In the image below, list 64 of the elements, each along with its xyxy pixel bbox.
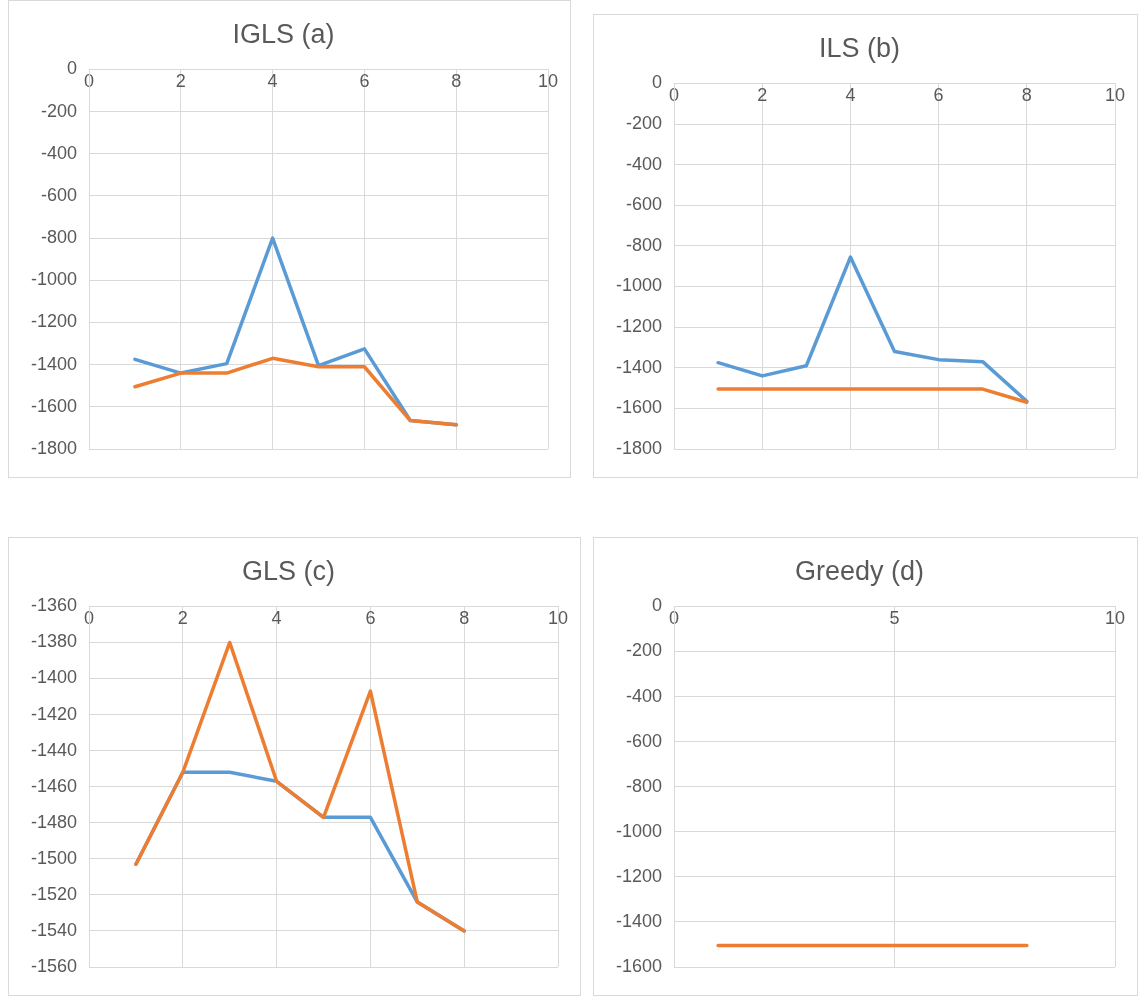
y-tick-label: -1400 [30, 667, 78, 688]
y-tick-label: -1420 [30, 703, 78, 724]
y-tick-label: -200 [41, 100, 78, 121]
x-tick-label: 2 [177, 608, 188, 629]
y-tick-label: -1520 [30, 883, 78, 904]
x-tick-label: 10 [547, 608, 569, 629]
y-tick-label: -1000 [615, 275, 663, 296]
x-tick-label: 0 [84, 608, 95, 629]
chart-title: IGLS (a) [232, 18, 335, 49]
x-tick-label: 4 [271, 608, 282, 629]
x-tick-label: 8 [451, 71, 462, 92]
y-tick-label: -1600 [30, 395, 78, 416]
y-tick-label: -1200 [30, 311, 78, 332]
y-tick-label: -1360 [30, 595, 78, 616]
y-tick-label: -1000 [30, 269, 78, 290]
y-tick-label: 0 [652, 595, 663, 616]
x-tick-label: 0 [84, 71, 95, 92]
x-tick-label: 10 [1104, 608, 1126, 629]
y-tick-label: -1540 [30, 919, 78, 940]
x-tick-label: 6 [365, 608, 376, 629]
y-tick-label: -1200 [615, 865, 663, 886]
y-tick-label: 0 [67, 58, 78, 79]
y-tick-label: -1440 [30, 739, 78, 760]
x-tick-label: 2 [175, 71, 186, 92]
y-tick-label: -1380 [30, 631, 78, 652]
y-tick-label: -1800 [30, 437, 78, 458]
chart-title: GLS (c) [241, 555, 336, 586]
x-tick-label: 10 [1104, 85, 1126, 106]
y-tick-label: -600 [626, 194, 663, 215]
y-tick-label: -800 [41, 227, 78, 248]
x-tick-label: 8 [459, 608, 470, 629]
chart-title: ILS (b) [818, 32, 901, 63]
x-tick-label: 6 [933, 85, 944, 106]
y-tick-label: -400 [626, 153, 663, 174]
y-tick-label: -800 [626, 234, 663, 255]
x-tick-label: 5 [889, 608, 900, 629]
x-tick-label: 8 [1021, 85, 1032, 106]
y-tick-label: -400 [626, 685, 663, 706]
y-tick-label: -1400 [615, 356, 663, 377]
y-tick-label: -1560 [30, 955, 78, 976]
x-tick-label: 0 [669, 608, 680, 629]
y-tick-label: -800 [626, 775, 663, 796]
y-tick-label: -600 [41, 184, 78, 205]
x-tick-label: 4 [845, 85, 856, 106]
x-tick-label: 2 [757, 85, 768, 106]
y-tick-label: -1460 [30, 775, 78, 796]
y-tick-label: -200 [626, 112, 663, 133]
y-tick-label: -1000 [615, 820, 663, 841]
y-tick-label: -600 [626, 730, 663, 751]
y-tick-label: -1400 [615, 910, 663, 931]
x-tick-label: 10 [537, 71, 559, 92]
y-tick-label: -1600 [615, 397, 663, 418]
y-tick-label: -1200 [615, 316, 663, 337]
x-tick-label: 4 [267, 71, 278, 92]
y-tick-label: -1480 [30, 811, 78, 832]
chart-title: Greedy (d) [794, 555, 925, 586]
y-tick-label: -200 [626, 640, 663, 661]
x-tick-label: 6 [359, 71, 370, 92]
y-tick-label: -1800 [615, 437, 663, 458]
x-tick-label: 0 [669, 85, 680, 106]
y-tick-label: -1400 [30, 353, 78, 374]
y-tick-label: -1600 [615, 955, 663, 976]
y-tick-label: -1500 [30, 847, 78, 868]
y-tick-label: -400 [41, 142, 78, 163]
